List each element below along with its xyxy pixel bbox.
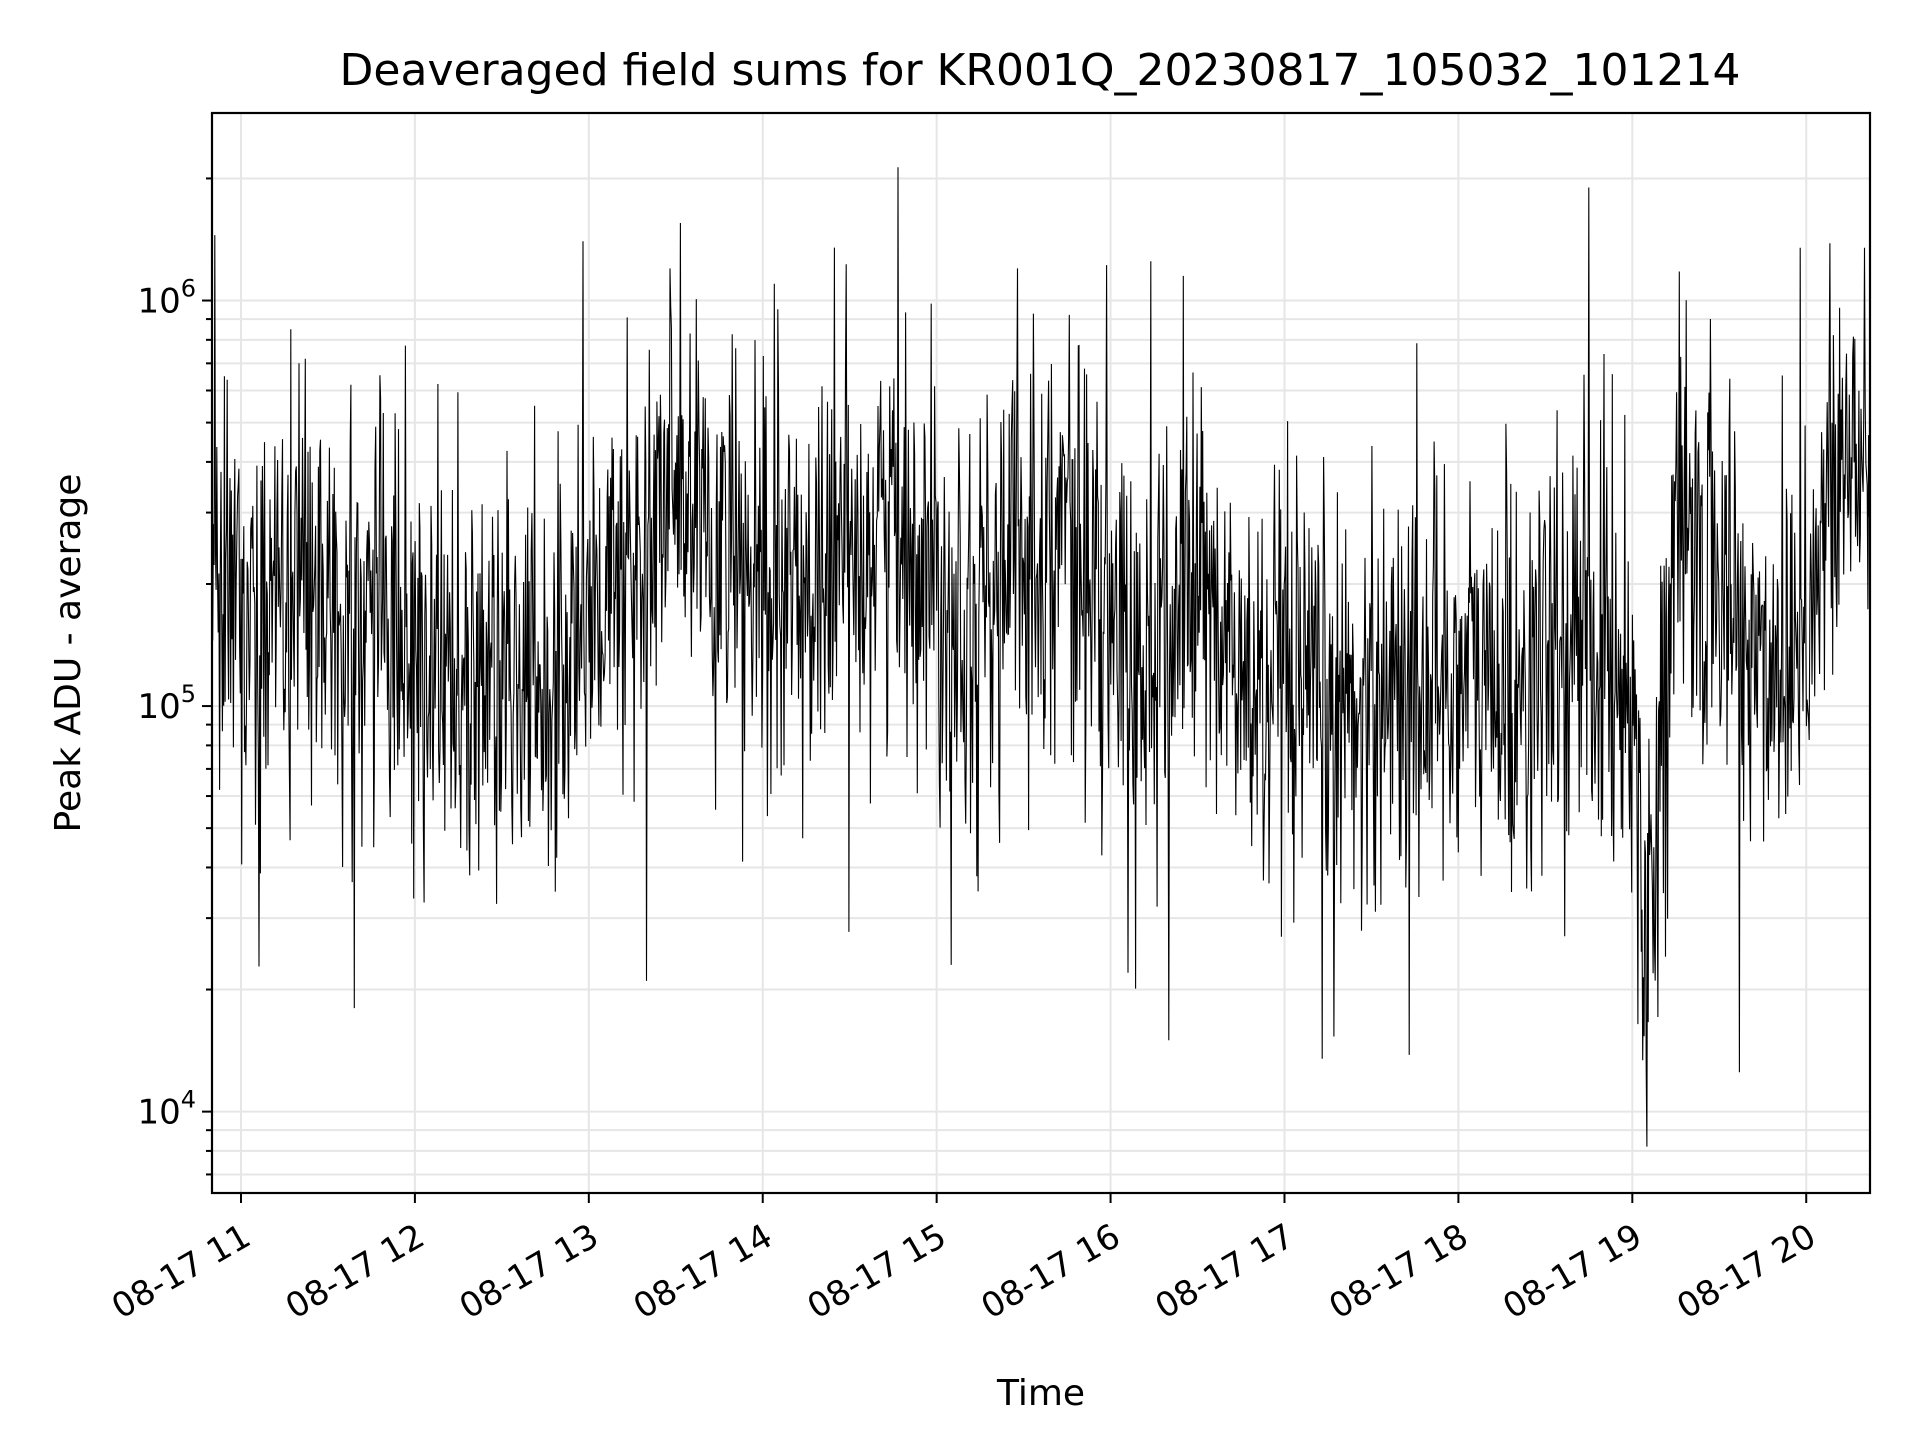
y-axis: 104 105 106 xyxy=(137,177,212,1176)
y-tick-label: 104 xyxy=(137,1086,196,1133)
y-tick-label: 106 xyxy=(137,275,196,322)
y-axis-label: Peak ADU - average xyxy=(48,474,89,833)
x-axis-label: Time xyxy=(996,1373,1085,1414)
plot-frame xyxy=(210,111,1872,1195)
series-line xyxy=(211,161,1871,1147)
y-tick-label: 105 xyxy=(137,680,196,727)
plot-area xyxy=(211,161,1871,1147)
chart-title: Deaveraged field sums for KR001Q_2023081… xyxy=(340,45,1741,96)
